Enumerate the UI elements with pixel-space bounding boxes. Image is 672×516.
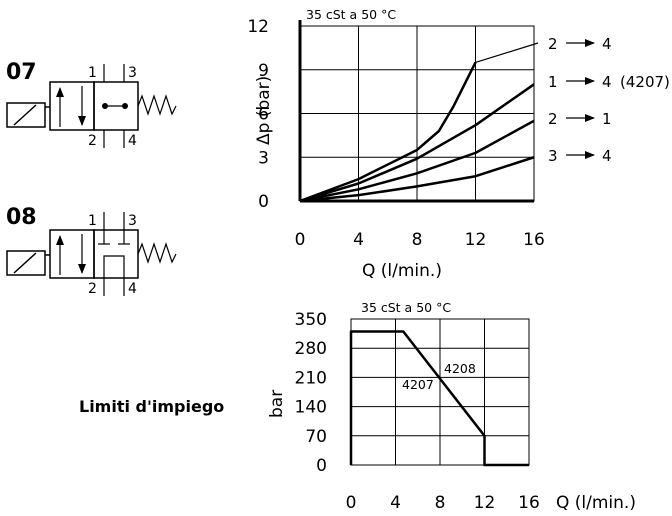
- y-tick-label: 6: [258, 105, 269, 125]
- valve-symbol-08: 08 1 3 2 4: [6, 205, 177, 297]
- solenoid-coil: [6, 102, 46, 128]
- series-line: [299, 119, 535, 203]
- port-label: 3: [128, 65, 137, 81]
- legend-from-port: 2: [548, 110, 558, 128]
- legend-suffix: (4207): [620, 73, 670, 91]
- x-axis-label: Q (l/min.): [556, 493, 636, 513]
- y-tick-label: 3: [258, 148, 269, 168]
- chart-series-group: [299, 61, 535, 203]
- x-tick-label: 0: [346, 493, 357, 513]
- y-axis-label: Δp (bar): [254, 76, 274, 145]
- connected-ports: [103, 255, 125, 278]
- solenoid-diagonal: [13, 104, 37, 126]
- y-tick-label: 140: [295, 398, 327, 418]
- x-tick-label: 4: [353, 230, 364, 250]
- chart-title: 35 cSt a 50 °C: [306, 7, 396, 22]
- port-label: 1: [88, 213, 97, 229]
- y-tick-label: 280: [295, 339, 327, 359]
- legend-to-port: 4: [602, 73, 612, 91]
- y-tick-label: 70: [305, 427, 327, 447]
- y-tick-label: 0: [258, 192, 269, 212]
- y-tick-label: 210: [295, 368, 327, 388]
- y-tick-label: 12: [247, 17, 269, 37]
- solenoid-coil: [6, 250, 46, 276]
- y-tick-label: 9: [258, 61, 269, 81]
- port-label: 2: [88, 133, 97, 149]
- annotation-4208: 4208: [444, 361, 476, 376]
- chart-legend: 2 41 4 (4207)2 13 4: [475, 35, 670, 165]
- valve-box-left: [49, 229, 95, 279]
- x-axis-label: Q (l/min.): [362, 261, 442, 281]
- series-line: [299, 156, 535, 203]
- x-tick-label: 4: [390, 493, 401, 513]
- symbol-code: 08: [6, 205, 37, 230]
- valve-box-left: [49, 81, 95, 131]
- series-line: [299, 83, 535, 203]
- y-tick-label: 350: [295, 310, 327, 330]
- legend-to-port: 4: [602, 147, 612, 165]
- usage-limits-label: Limiti d'impiego: [79, 397, 224, 416]
- x-tick-label: 12: [465, 230, 487, 250]
- port-label: 4: [128, 281, 137, 297]
- valve-box-right: [93, 229, 139, 279]
- valve-symbol-07: 07 1 3 2 4: [6, 60, 177, 149]
- limit-envelope-line: [349, 330, 529, 467]
- chart-ticks: 0 4 8 12 16 0 3 6 9 12: [247, 17, 544, 250]
- legend-from-port: 3: [548, 147, 558, 165]
- legend-from-port: 2: [548, 35, 558, 53]
- x-tick-label: 0: [295, 230, 306, 250]
- x-tick-label: 16: [518, 493, 540, 513]
- x-tick-label: 16: [523, 230, 545, 250]
- chart-grid: [298, 20, 535, 203]
- symbol-code: 07: [6, 60, 37, 85]
- port-label: 4: [128, 133, 137, 149]
- y-tick-label: 0: [316, 456, 327, 476]
- x-tick-label: 8: [435, 493, 446, 513]
- leader-line: [475, 42, 539, 64]
- x-tick-label: 12: [474, 493, 496, 513]
- spring-icon: [137, 94, 177, 116]
- chart-ticks: 0 4 8 12 16 0 70 140 210 280 350: [295, 310, 540, 513]
- solenoid-diagonal: [13, 252, 37, 274]
- port-label: 2: [88, 281, 97, 297]
- x-tick-label: 8: [412, 230, 423, 250]
- legend-to-port: 4: [602, 35, 612, 53]
- legend-to-port: 1: [602, 110, 612, 128]
- operating-limits-chart: 35 cSt a 50 °C 0 4 8 12 16 0 70 140 210 280 350 42…: [267, 300, 636, 513]
- legend-entry: 1 4 (4207): [548, 73, 670, 91]
- chart-grid: [350, 318, 530, 466]
- pressure-drop-chart: 35 cSt a 50 °C 2 41 4 (4207)2 13 4 0 4 8 12 16036…: [247, 7, 670, 281]
- series-line: [299, 61, 477, 203]
- port-label: 3: [128, 213, 137, 229]
- spring-icon: [137, 242, 177, 264]
- legend-from-port: 1: [548, 73, 558, 91]
- y-axis-label: bar: [267, 390, 287, 418]
- chart-title: 35 cSt a 50 °C: [361, 300, 451, 315]
- port-label: 1: [88, 65, 97, 81]
- chart-series-group: [349, 330, 529, 467]
- annotation-4207: 4207: [402, 377, 434, 392]
